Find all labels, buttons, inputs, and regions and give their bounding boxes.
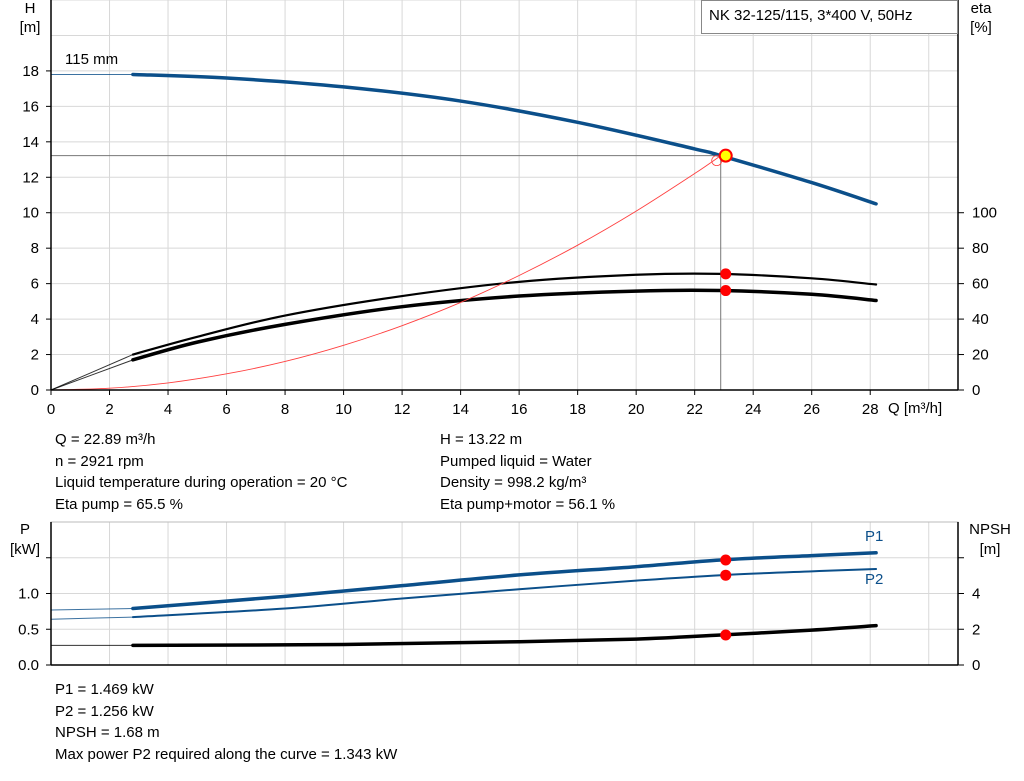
y-tick-label-h: 16: [22, 98, 39, 115]
operating-info-left: Q = 22.89 m³/h n = 2921 rpm Liquid tempe…: [55, 429, 347, 515]
curve-system_curve: [50, 155, 722, 391]
x-tick-label: 10: [335, 401, 352, 418]
y-axis-unit-eta: [%]: [970, 19, 992, 36]
y-tick-label-eta: 100: [972, 205, 997, 222]
y-axis-unit-p: [kW]: [10, 541, 40, 558]
axes: 0 2 4 6 8 10 12 14 16 18 20 22 24 26 28024681012141618…: [18, 0, 997, 674]
y-axis-unit-npsh: [m]: [980, 541, 1001, 558]
curve-P2-extrapolated: [50, 616, 133, 620]
y-tick-label-p: 1.0: [18, 586, 39, 603]
curve-NPSH: [131, 623, 878, 648]
y-axis-label-eta: eta: [971, 0, 993, 17]
legend-box: [701, 0, 958, 34]
info-p1: P1 = 1.469 kW: [55, 681, 154, 698]
x-axis-label-q: Q [m³/h]: [888, 400, 942, 417]
power-info: P1 = 1.469 kW P2 = 1.256 kW NPSH = 1.68 …: [55, 679, 397, 765]
p2-marker: [720, 569, 732, 581]
curve-P2: [131, 567, 878, 619]
x-tick-label: 14: [452, 401, 469, 418]
eta-pump-marker: [720, 268, 732, 280]
info-speed: n = 2921 rpm: [55, 452, 144, 470]
y-axis-label-npsh: NPSH: [969, 521, 1011, 538]
eta-pump-motor-marker: [720, 285, 732, 297]
x-tick-label: 8: [281, 401, 289, 418]
power-chart-grid: [50, 521, 959, 666]
info-temperature: Liquid temperature during operation = 20…: [55, 474, 348, 491]
y-tick-label-h: 0: [31, 382, 39, 399]
npsh-marker: [720, 629, 732, 641]
x-tick-label: 28: [862, 401, 879, 418]
series-label-p2: P2: [865, 571, 883, 588]
x-tick-label: 20: [628, 401, 645, 418]
info-density: Density = 998.2 kg/m³: [440, 474, 587, 491]
y-tick-label-h: 2: [31, 347, 39, 364]
y-tick-label-npsh: 2: [972, 621, 980, 638]
x-tick-label: 12: [394, 401, 411, 418]
info-flow: Q = 22.89 m³/h: [55, 431, 156, 448]
x-tick-label: 4: [164, 401, 172, 418]
y-tick-label-npsh: 4: [972, 586, 980, 603]
curve-eta_pump_motor: [131, 288, 878, 362]
info-npsh: NPSH = 1.68 m: [55, 724, 160, 741]
info-eta-pump: Eta pump = 65.5 %: [55, 495, 183, 513]
x-tick-label: 24: [745, 401, 762, 418]
y-axis-label-p: P: [20, 521, 30, 538]
curves: [50, 72, 878, 648]
y-tick-label-h: 4: [31, 311, 39, 328]
x-tick-label: 26: [803, 401, 820, 418]
p1-marker: [720, 554, 732, 566]
y-tick-label-eta: 80: [972, 240, 989, 257]
series-label-p1: P1: [865, 528, 883, 545]
curve-eta_pump_motor-extrapolated: [50, 359, 134, 391]
x-tick-label: 22: [686, 401, 703, 418]
x-tick-label: 0: [47, 401, 55, 418]
x-tick-label: 6: [222, 401, 230, 418]
x-tick-label: 16: [511, 401, 528, 418]
y-tick-label-h: 12: [22, 169, 39, 186]
info-head: H = 13.22 m: [440, 431, 523, 448]
x-tick-label: 18: [569, 401, 586, 418]
curve-eta_pump-extrapolated: [50, 354, 134, 391]
y-tick-label-eta: 60: [972, 276, 989, 293]
y-tick-label-h: 14: [22, 134, 39, 151]
info-liquid: Pumped liquid = Water: [440, 452, 592, 470]
info-eta-pump-motor: Eta pump+motor = 56.1 %: [440, 495, 616, 513]
y-tick-label-eta: 20: [972, 347, 989, 364]
info-max-p2: Max power P2 required along the curve = …: [55, 745, 398, 763]
curve-P1-extrapolated: [50, 608, 133, 611]
curve-H: [131, 72, 878, 206]
x-tick-label: 2: [105, 401, 113, 418]
y-tick-label-p: 0.5: [18, 621, 39, 638]
y-tick-label-h: 6: [31, 276, 39, 293]
y-tick-label-npsh: 0: [972, 657, 980, 674]
curve-eta_pump: [131, 272, 878, 356]
y-tick-label-eta: 40: [972, 311, 989, 328]
operating-point-marker: [718, 148, 733, 163]
y-tick-label-h: 8: [31, 240, 39, 257]
y-axis-unit-h: [m]: [20, 19, 41, 36]
head-chart-grid: [50, 0, 958, 391]
info-p2: P2 = 1.256 kW: [55, 702, 154, 720]
curve-P1: [131, 550, 878, 611]
y-tick-label-h: 18: [22, 63, 39, 80]
operating-info-right: H = 13.22 m Pumped liquid = Water Densit…: [440, 429, 615, 515]
legend-title: NK 32-125/115, 3*400 V, 50Hz: [709, 7, 912, 24]
y-tick-label-eta: 0: [972, 382, 980, 399]
curve-label-impeller: 115 mm: [65, 51, 118, 68]
y-tick-label-p: 0.0: [18, 657, 39, 674]
y-tick-label-h: 10: [22, 205, 39, 222]
y-axis-label-h: H: [25, 0, 36, 17]
